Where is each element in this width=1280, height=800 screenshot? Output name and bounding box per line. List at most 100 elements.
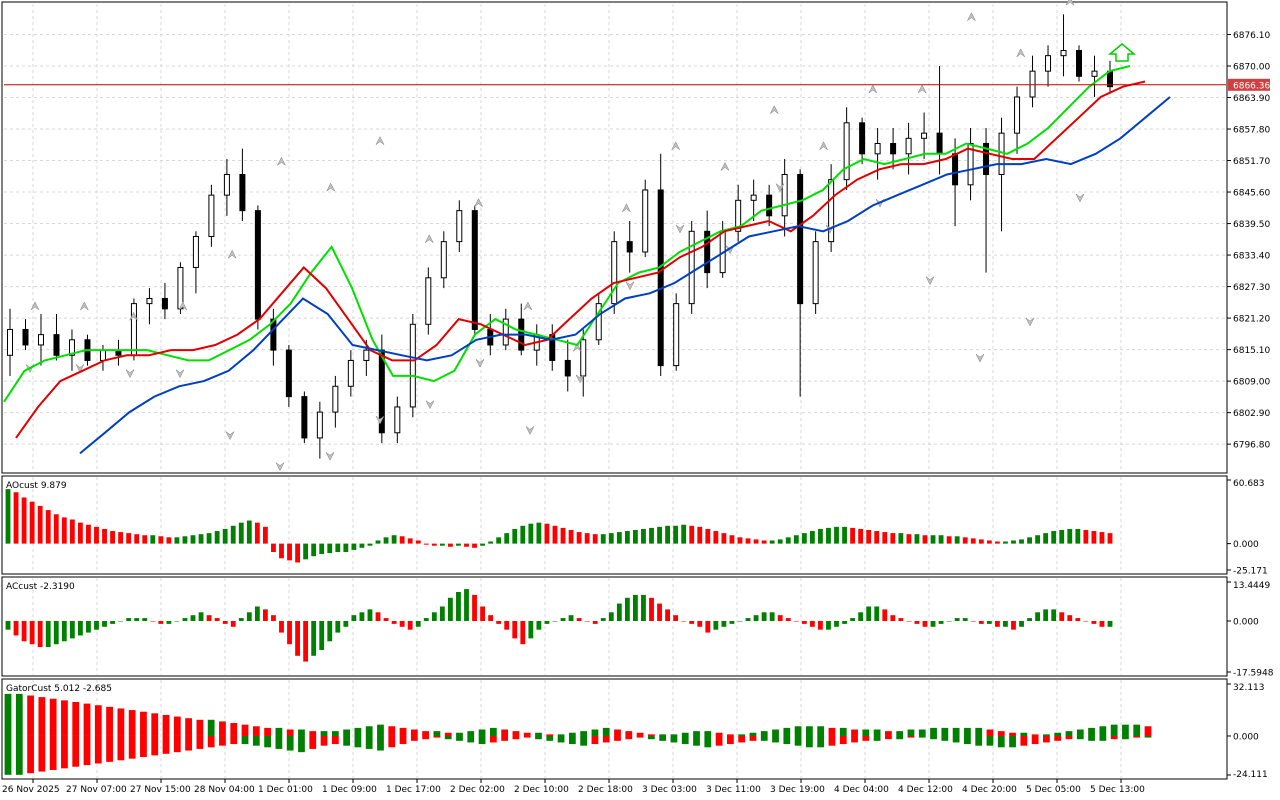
histogram-bar (391, 535, 397, 544)
histogram-bar (1067, 615, 1073, 621)
histogram-bar (576, 532, 582, 544)
histogram-bar (970, 620, 976, 622)
gator-bar (467, 735, 475, 743)
gator-bar (128, 735, 136, 759)
histogram-bar (1019, 539, 1024, 544)
histogram-bar (295, 620, 300, 656)
gator-bar (659, 734, 667, 736)
gator-bar (61, 735, 68, 769)
time-tick-label: 4 Dec 04:00 (834, 785, 889, 795)
histogram-bar (1107, 533, 1113, 544)
bull-candle (363, 349, 370, 361)
histogram-bar (319, 620, 325, 650)
histogram-bar (809, 531, 815, 544)
gator-bar (1133, 735, 1141, 738)
ao-histogram (5, 489, 1113, 563)
histogram-bar (126, 618, 132, 621)
histogram-bar (512, 528, 518, 544)
histogram-bar (608, 612, 614, 621)
gator-bar (1020, 735, 1028, 746)
gator-bar (794, 726, 802, 736)
time-tick-label: 3 Dec 03:00 (642, 785, 697, 795)
histogram-bar (391, 620, 397, 624)
histogram-bar (729, 620, 735, 624)
histogram-bar (544, 620, 550, 624)
histogram-bar (86, 524, 91, 544)
gator-bar (546, 734, 554, 736)
gator-bar (670, 734, 678, 736)
histogram-bar (246, 612, 252, 621)
fractal-down-arrow (475, 359, 485, 368)
main-pane[interactable] (1, 1, 1228, 474)
gator-bar (568, 732, 576, 736)
histogram-bar (665, 609, 671, 621)
histogram-bar (657, 526, 662, 544)
histogram-bar (576, 618, 582, 621)
gator-bar (1020, 732, 1028, 736)
gator-bar (580, 731, 588, 736)
ao-pane[interactable] (1, 475, 1228, 575)
histogram-bar (222, 528, 228, 544)
time-tick-label: 26 Nov 2025 (2, 785, 60, 795)
gator-bar (219, 735, 226, 746)
histogram-bar (303, 543, 309, 560)
histogram-bar (69, 620, 75, 639)
histogram-bar (13, 492, 19, 544)
histogram-bar (536, 620, 542, 630)
fractal-up-arrow (819, 141, 828, 151)
gator-bar (422, 735, 430, 740)
fractal-up-arrow (227, 249, 237, 259)
fractal-up-arrow (80, 301, 89, 311)
gator-bar (27, 695, 34, 736)
histogram-bar (480, 543, 485, 546)
gator-bar (839, 727, 847, 736)
histogram-bar (777, 539, 783, 544)
histogram-bar (649, 597, 654, 621)
gator-bar (873, 735, 881, 741)
gator-bar (207, 719, 215, 736)
gator-bar (986, 729, 994, 736)
gator-bar (399, 735, 407, 745)
histogram-bar (673, 525, 679, 544)
fractal-down-arrow (375, 415, 385, 425)
gator-bar (839, 735, 847, 745)
gator-bar (885, 735, 892, 740)
gator-bar (997, 735, 1005, 748)
time-tick-label: 2 Dec 10:00 (514, 785, 569, 795)
gator-bar (817, 726, 825, 736)
histogram-bar (512, 620, 518, 639)
histogram-bar (407, 538, 413, 544)
bull-candle (68, 339, 75, 356)
gator-bar (512, 735, 520, 740)
histogram-bar (383, 537, 389, 544)
histogram-bar (134, 534, 140, 544)
histogram-bar (1011, 620, 1016, 630)
gator-bar (975, 727, 983, 736)
indicator-tick-label: 13.4449 (1233, 581, 1270, 591)
gator-bar (659, 735, 667, 741)
histogram-bar (560, 527, 566, 544)
bear-candle (285, 349, 292, 398)
gator-bar (806, 735, 813, 748)
price-axis: 6866.36 6876.10 6870.00 6863.90 6857.80 6851.… (1227, 31, 1274, 780)
histogram-bar (641, 528, 646, 544)
time-tick-label: 27 Nov 15:00 (130, 785, 191, 795)
gator-pane[interactable] (1, 678, 1228, 780)
fractal-up-arrow (425, 234, 434, 243)
gator-bar (444, 732, 452, 736)
fractal-up-arrow (770, 105, 779, 114)
bear-candle (564, 359, 571, 377)
indicator-tick-label: -25.171 (1233, 567, 1268, 577)
histogram-bar (1035, 535, 1041, 544)
gator-bar (365, 726, 373, 736)
gator-bar (749, 732, 757, 736)
histogram-bar (198, 612, 204, 621)
ac-pane[interactable] (1, 576, 1228, 677)
histogram-bar (761, 612, 767, 621)
histogram-bar (568, 615, 574, 621)
histogram-bar (1019, 620, 1024, 627)
gator-bar (49, 698, 57, 736)
gator-bar (365, 735, 373, 749)
gator-bar (410, 735, 418, 741)
